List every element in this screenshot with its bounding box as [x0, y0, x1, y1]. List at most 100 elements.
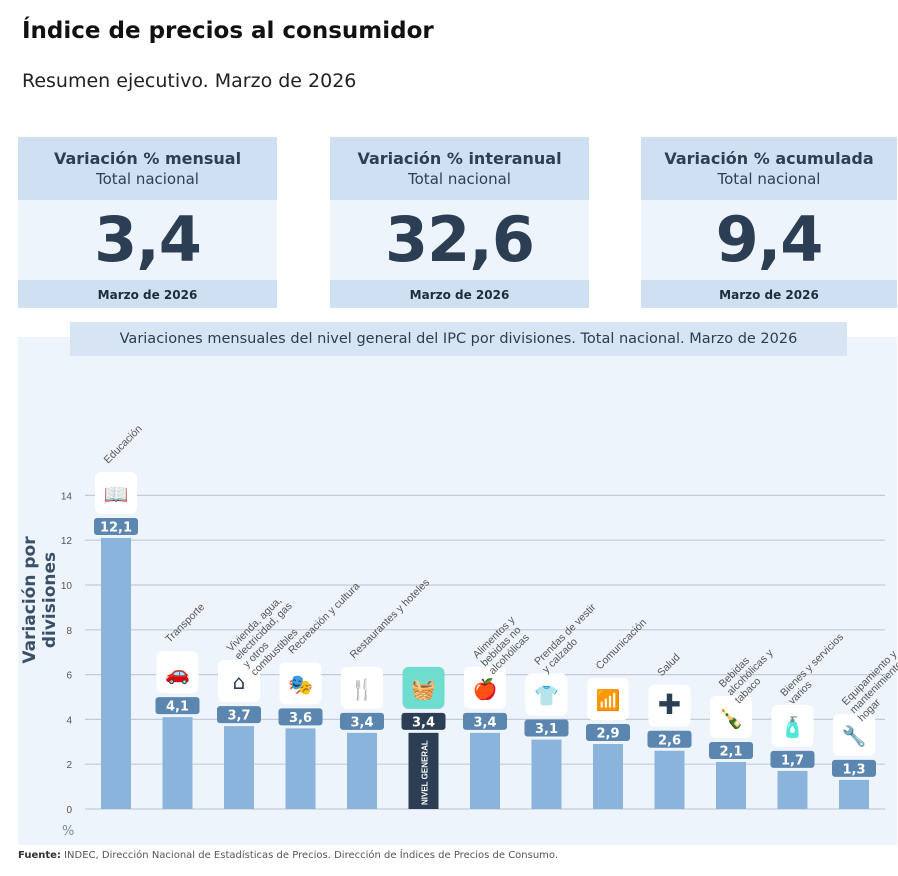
value-badge: [770, 750, 815, 768]
y-tick-label: 14: [61, 491, 73, 502]
card-scope: Total nacional: [408, 170, 511, 188]
y-tick-label: 10: [61, 581, 73, 592]
value-label: 3,4: [412, 715, 435, 730]
icon-box: [710, 695, 752, 738]
category-label: Transporte: [163, 601, 207, 645]
category-label: Educación: [102, 423, 145, 466]
value-badge: [340, 712, 384, 730]
book-icon: 📖: [104, 482, 129, 506]
y-axis-unit: %: [62, 824, 75, 839]
bar: [839, 779, 869, 809]
value-label: 3,4: [350, 715, 373, 730]
chart-title: Variaciones mensuales del nivel general …: [70, 322, 847, 356]
bar: [531, 739, 562, 809]
value-badge: [586, 724, 630, 742]
value-label: 2,1: [719, 744, 742, 759]
value-badge: [94, 517, 138, 535]
value-label: 2,9: [596, 727, 619, 742]
y-tick-label: 6: [66, 671, 72, 682]
icon-box: [402, 666, 445, 709]
y-tick-label: 4: [66, 715, 72, 726]
card-accumulated: Variación % acumulada Total nacional 9,4 …: [641, 137, 897, 308]
source-label: Fuente:: [18, 850, 61, 861]
card-period: Marzo de 2026: [18, 280, 277, 308]
theater-masks-icon: 🎭: [288, 672, 313, 696]
card-scope: Total nacional: [717, 170, 821, 188]
bar: [654, 750, 685, 809]
y-tick-label: 0: [66, 805, 72, 816]
house-energy-icon: ⌂: [233, 670, 246, 694]
card-value: 9,4: [641, 200, 897, 280]
highlight-bar-label: NIVEL GENERAL: [421, 740, 430, 805]
tshirt-icon: 👕: [534, 684, 559, 708]
bar: [224, 726, 254, 809]
basket-icon: 🧺: [411, 677, 436, 701]
value-badge: [278, 708, 323, 726]
bar: [777, 770, 808, 809]
card-title: Variación % acumulada: [664, 149, 874, 168]
value-badge: [401, 712, 446, 730]
tools-icon: 🔧: [842, 724, 867, 748]
bar: [408, 732, 439, 809]
value-badge: [155, 697, 200, 715]
icon-box: [833, 713, 875, 756]
y-tick-label: 12: [61, 536, 73, 547]
value-label: 3,6: [289, 711, 312, 726]
value-badge: [709, 741, 753, 759]
wifi-icon: 📶: [596, 688, 621, 712]
bar: [593, 744, 623, 809]
category-label: Recreación y cultura: [286, 580, 362, 656]
icon-box: [279, 662, 322, 705]
icon-box: [156, 651, 199, 694]
value-label: 2,6: [658, 733, 681, 748]
card-yearly: Variación % interanual Total nacional 32,…: [330, 137, 589, 308]
health-cross-icon: ✚: [658, 688, 681, 721]
card-value: 32,6: [330, 200, 589, 280]
bottle-icon: 🍾: [719, 706, 744, 730]
card-period: Marzo de 2026: [641, 280, 897, 308]
food-icon: 🍎: [473, 677, 498, 701]
card-period: Marzo de 2026: [330, 280, 589, 308]
value-label: 3,7: [227, 709, 250, 724]
value-label: 12,1: [100, 520, 132, 535]
y-tick-label: 2: [66, 760, 72, 771]
value-badge: [524, 719, 569, 737]
icon-box: [587, 678, 629, 721]
icon-box: [464, 666, 506, 709]
bar: [162, 717, 193, 809]
value-badge: [647, 730, 692, 748]
bar: [347, 732, 377, 809]
value-label: 3,1: [535, 722, 558, 737]
icon-box: [218, 660, 260, 703]
source-text: INDEC, Dirección Nacional de Estadística…: [60, 850, 559, 861]
value-label: 1,7: [781, 753, 804, 768]
card-title: Variación % mensual: [53, 149, 242, 168]
icon-box: [648, 684, 691, 727]
page-subtitle: Resumen ejecutivo. Marzo de 2026: [22, 70, 357, 92]
icon-box: [525, 673, 568, 716]
page-title: Índice de precios al consumidor: [22, 18, 434, 44]
value-badge: [463, 712, 507, 730]
value-badge: [832, 759, 876, 777]
card-title: Variación % interanual: [357, 149, 562, 168]
category-label: Comunicación: [594, 617, 650, 673]
icon-box: [95, 471, 137, 514]
bar: [470, 732, 500, 809]
value-label: 1,3: [842, 762, 865, 777]
value-badge: [217, 706, 261, 724]
toiletries-icon: 🧴: [780, 715, 805, 739]
bar: [285, 728, 316, 809]
card-scope: Total nacional: [96, 170, 199, 188]
value-label: 3,4: [473, 715, 496, 730]
restaurant-hotel-icon: 🍴: [350, 677, 375, 701]
card-monthly: Variación % mensual Total nacional 3,4 Ma…: [18, 137, 277, 308]
car-icon: 🚗: [165, 661, 190, 685]
y-tick-label: 8: [66, 626, 72, 637]
source-note: Fuente: INDEC, Dirección Nacional de Est…: [18, 850, 558, 861]
bar: [716, 761, 746, 809]
value-label: 4,1: [166, 700, 189, 715]
icon-box: [771, 704, 814, 747]
icon-box: [341, 666, 383, 709]
card-value: 3,4: [18, 200, 277, 280]
